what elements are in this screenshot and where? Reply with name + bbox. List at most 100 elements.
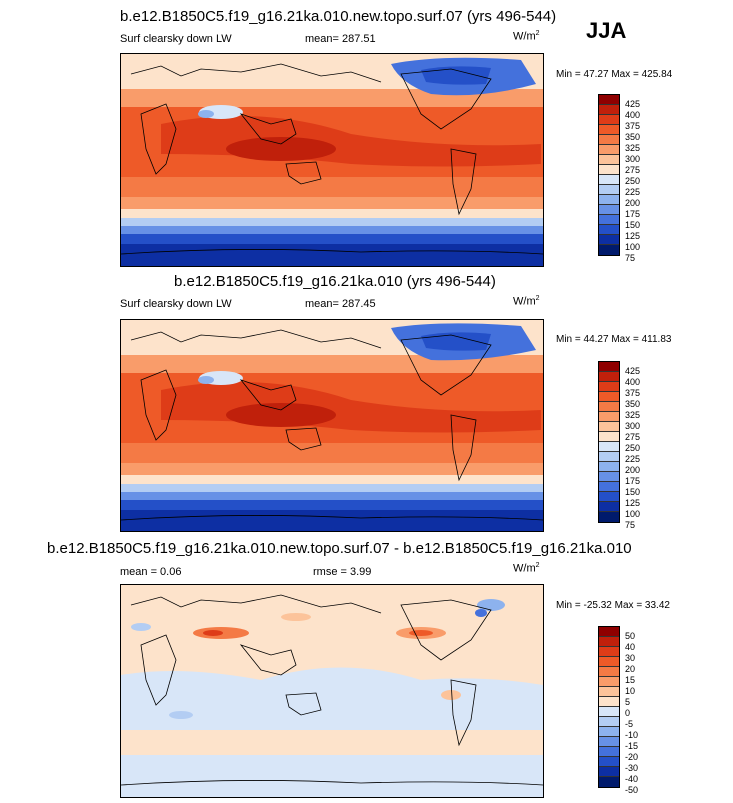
panel-1-variable-label: Surf clearsky down LW — [120, 33, 232, 45]
panel-3-colorbar-bin — [599, 707, 619, 717]
colorbar-tick: 75 — [625, 520, 636, 530]
panel-3-colorbar-bin — [599, 737, 619, 747]
colorbar-tick: -30 — [625, 763, 639, 773]
colorbar-tick: 20 — [625, 664, 636, 674]
colorbar-tick: 275 — [625, 432, 641, 442]
colorbar-tick: 5 — [625, 697, 631, 707]
colorbar-tick: 400 — [625, 110, 641, 120]
colorbar-tick: -5 — [625, 719, 634, 729]
panel-1-colorbar-bin — [599, 185, 619, 195]
panel-1-map — [120, 53, 544, 267]
colorbar-tick: 325 — [625, 410, 641, 420]
panel-3-minmax: Min = -25.32 Max = 33.42 — [556, 600, 670, 611]
panel-3-map — [120, 584, 544, 798]
panel-2-colorbar-bin — [599, 392, 619, 402]
panel-1-colorbar-bin — [599, 215, 619, 225]
colorbar-tick: -15 — [625, 741, 639, 751]
panel-2-colorbar-bin — [599, 492, 619, 502]
colorbar-tick: 150 — [625, 487, 641, 497]
panel-1-colorbar-bin — [599, 195, 619, 205]
panel-1-colorbar-bin — [599, 205, 619, 215]
panel-1-units: W/m2 — [513, 30, 540, 43]
panel-3-colorbar-bin — [599, 777, 619, 787]
colorbar-tick: 30 — [625, 653, 636, 663]
colorbar-tick: 200 — [625, 465, 641, 475]
colorbar-tick: 175 — [625, 476, 641, 486]
colorbar-tick: 175 — [625, 209, 641, 219]
panel-2-colorbar-bin — [599, 462, 619, 472]
colorbar-tick: 425 — [625, 366, 641, 376]
panel-1-colorbar — [598, 94, 620, 256]
panel-3-colorbar-bin — [599, 627, 619, 637]
colorbar-tick: 50 — [625, 631, 636, 641]
panel-1-colorbar-bin — [599, 115, 619, 125]
panel-3-title: b.e12.B1850C5.f19_g16.21ka.010.new.topo.… — [47, 540, 632, 557]
colorbar-tick: 100 — [625, 509, 641, 519]
panel-2-title: b.e12.B1850C5.f19_g16.21ka.010 (yrs 496-… — [174, 273, 496, 290]
panel-1-colorbar-bin — [599, 175, 619, 185]
panel-3-colorbar — [598, 626, 620, 788]
colorbar-tick: 300 — [625, 154, 641, 164]
colorbar-tick: 0 — [625, 708, 631, 718]
panel-3-colorbar-bin — [599, 667, 619, 677]
panel-3-colorbar-bin — [599, 717, 619, 727]
panel-2-colorbar-bin — [599, 382, 619, 392]
colorbar-tick: 225 — [625, 454, 641, 464]
panel-1-colorbar-bin — [599, 245, 619, 255]
panel-2-colorbar-bin — [599, 362, 619, 372]
panel-1-minmax: Min = 47.27 Max = 425.84 — [556, 69, 673, 80]
panel-1-map-field — [121, 54, 543, 266]
colorbar-tick: 150 — [625, 220, 641, 230]
panel-2-colorbar-bin — [599, 422, 619, 432]
panel-2-mean-label: mean= 287.45 — [305, 298, 376, 310]
panel-1-title: b.e12.B1850C5.f19_g16.21ka.010.new.topo.… — [120, 8, 557, 25]
colorbar-tick: 250 — [625, 176, 641, 186]
panel-1-colorbar-bin — [599, 225, 619, 235]
panel-1-colorbar-bin — [599, 125, 619, 135]
colorbar-tick: 350 — [625, 399, 641, 409]
panel-2-colorbar-bin — [599, 372, 619, 382]
season-label: JJA — [586, 18, 627, 43]
colorbar-tick: 125 — [625, 498, 641, 508]
panel-3-colorbar-bin — [599, 647, 619, 657]
panel-2-colorbar-bin — [599, 472, 619, 482]
colorbar-tick: 200 — [625, 198, 641, 208]
colorbar-tick: 125 — [625, 231, 641, 241]
panel-1-mean-label: mean= 287.51 — [305, 33, 376, 45]
panel-1-colorbar-bin — [599, 145, 619, 155]
panel-3-colorbar-bin — [599, 767, 619, 777]
colorbar-tick: -10 — [625, 730, 639, 740]
colorbar-tick: -40 — [625, 774, 639, 784]
panel-1-colorbar-bin — [599, 235, 619, 245]
panel-1-colorbar-bin — [599, 135, 619, 145]
panel-2-colorbar-bin — [599, 482, 619, 492]
panel-2-colorbar-bin — [599, 402, 619, 412]
colorbar-tick: 325 — [625, 143, 641, 153]
panel-2-map — [120, 319, 544, 532]
panel-2-colorbar-bin — [599, 442, 619, 452]
colorbar-tick: 300 — [625, 421, 641, 431]
colorbar-tick: 275 — [625, 165, 641, 175]
panel-3-map-field — [121, 585, 543, 797]
panel-3-colorbar-bin — [599, 687, 619, 697]
panel-2-colorbar-bin — [599, 452, 619, 462]
colorbar-tick: 100 — [625, 242, 641, 252]
colorbar-tick: 400 — [625, 377, 641, 387]
panel-2-colorbar-bin — [599, 502, 619, 512]
panel-3-colorbar-bin — [599, 727, 619, 737]
panel-2-minmax: Min = 44.27 Max = 411.83 — [556, 334, 672, 345]
panel-2-map-field — [121, 320, 543, 531]
panel-2-colorbar — [598, 361, 620, 523]
colorbar-tick: 375 — [625, 388, 641, 398]
colorbar-tick: 425 — [625, 99, 641, 109]
panel-3-mean-label: mean = 0.06 — [120, 566, 182, 578]
panel-3-colorbar-bin — [599, 657, 619, 667]
panel-2-colorbar-bin — [599, 512, 619, 522]
panel-3-colorbar-bin — [599, 757, 619, 767]
colorbar-tick: -20 — [625, 752, 639, 762]
panel-2-units: W/m2 — [513, 295, 540, 308]
panel-2-colorbar-bin — [599, 432, 619, 442]
colorbar-tick: 250 — [625, 443, 641, 453]
colorbar-tick: 40 — [625, 642, 636, 652]
panel-1-colorbar-bin — [599, 105, 619, 115]
